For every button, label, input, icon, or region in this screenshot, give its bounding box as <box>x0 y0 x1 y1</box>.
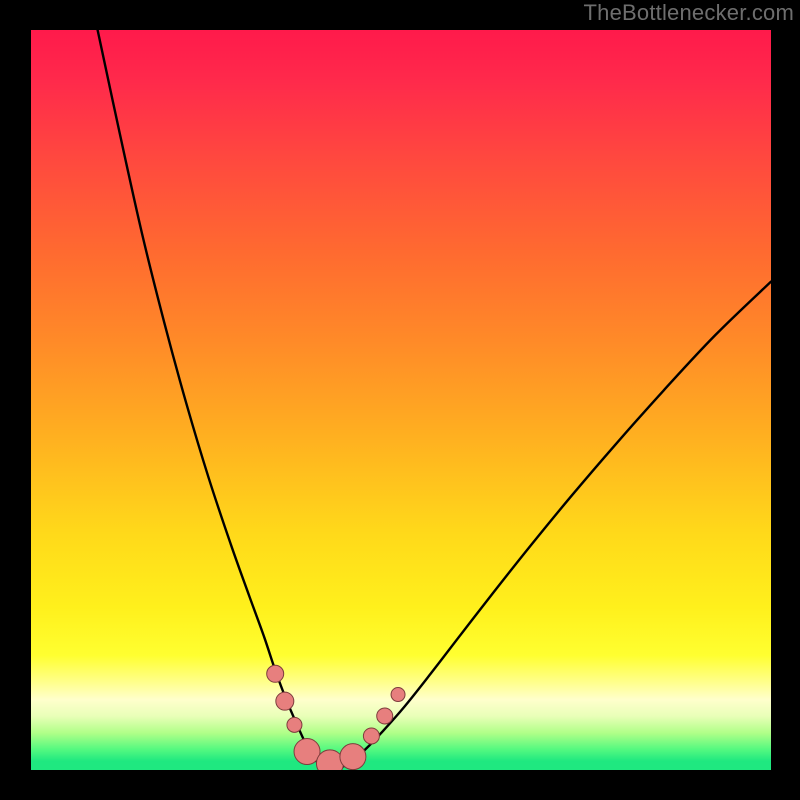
marker-dot <box>340 744 366 770</box>
chart-svg <box>0 0 800 800</box>
chart-stage: TheBottlenecker.com <box>0 0 800 800</box>
marker-dot <box>391 688 405 702</box>
marker-dot <box>287 717 302 732</box>
marker-dot <box>294 739 320 765</box>
marker-dot <box>267 665 284 682</box>
plot-background <box>31 30 771 770</box>
marker-dot <box>316 750 343 777</box>
marker-dot <box>363 728 379 744</box>
marker-dot <box>276 692 294 710</box>
marker-dot <box>377 708 393 724</box>
